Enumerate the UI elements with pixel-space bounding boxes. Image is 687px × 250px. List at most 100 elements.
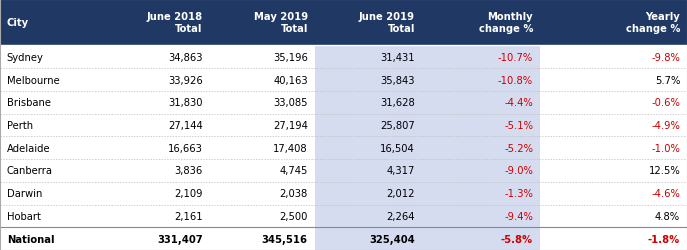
Text: June 2019
Total: June 2019 Total [359,12,415,34]
Text: -9.4%: -9.4% [504,211,533,221]
Bar [210,137,315,160]
Bar [540,92,687,114]
Bar [315,137,422,160]
Text: 35,843: 35,843 [381,75,415,85]
Text: June 2018
Total: June 2018 Total [146,12,203,34]
Bar [422,114,540,137]
Bar [315,69,422,92]
Text: 17,408: 17,408 [273,143,308,153]
Bar [0,69,104,92]
Text: 325,404: 325,404 [369,234,415,244]
Bar [422,46,540,69]
Bar [0,182,104,205]
Bar [104,46,210,69]
Text: 2,109: 2,109 [174,188,203,198]
Text: -10.8%: -10.8% [498,75,533,85]
Text: 2,264: 2,264 [387,211,415,221]
Text: Perth: Perth [7,120,33,130]
Bar [315,205,422,227]
Text: 31,628: 31,628 [380,98,415,108]
Text: -5.2%: -5.2% [504,143,533,153]
Bar [210,227,315,250]
Bar [104,137,210,160]
Bar [210,160,315,182]
Bar [422,160,540,182]
Text: 16,663: 16,663 [168,143,203,153]
Text: 345,516: 345,516 [262,234,308,244]
Bar [0,46,104,69]
Text: 35,196: 35,196 [273,52,308,62]
Text: 2,038: 2,038 [280,188,308,198]
Bar [422,69,540,92]
Bar [104,205,210,227]
Text: -0.6%: -0.6% [651,98,680,108]
Bar [210,182,315,205]
Text: -5.8%: -5.8% [501,234,533,244]
Text: -4.9%: -4.9% [651,120,680,130]
Text: Yearly
change %: Yearly change % [626,12,680,34]
Bar [422,182,540,205]
Bar [104,160,210,182]
Text: 25,807: 25,807 [380,120,415,130]
Bar [422,92,540,114]
Bar [540,114,687,137]
Bar [540,205,687,227]
Text: 2,500: 2,500 [280,211,308,221]
Bar [104,227,210,250]
Text: National: National [7,234,54,244]
Bar [210,46,315,69]
Text: 33,926: 33,926 [168,75,203,85]
Bar [104,69,210,92]
Text: 33,085: 33,085 [273,98,308,108]
Bar [315,46,422,69]
Text: Sydney: Sydney [7,52,44,62]
Bar [315,227,422,250]
Text: 2,161: 2,161 [174,211,203,221]
Text: 34,863: 34,863 [168,52,203,62]
Text: 16,504: 16,504 [380,143,415,153]
Text: -1.0%: -1.0% [651,143,680,153]
Bar [540,182,687,205]
Bar [422,227,540,250]
Bar [104,92,210,114]
Text: 12.5%: 12.5% [649,166,680,176]
Bar [0,137,104,160]
Bar [104,114,210,137]
Text: 27,194: 27,194 [273,120,308,130]
Bar [315,92,422,114]
Text: Monthly
change %: Monthly change % [479,12,533,34]
Text: 331,407: 331,407 [157,234,203,244]
Text: Hobart: Hobart [7,211,41,221]
Bar [315,114,422,137]
Text: -1.3%: -1.3% [504,188,533,198]
Text: -5.1%: -5.1% [504,120,533,130]
Bar [0,114,104,137]
Text: -4.6%: -4.6% [651,188,680,198]
Text: 3,836: 3,836 [174,166,203,176]
Bar [0,160,104,182]
Bar [422,205,540,227]
Text: Canberra: Canberra [7,166,53,176]
Bar [0,0,687,46]
Text: -4.4%: -4.4% [504,98,533,108]
Bar [540,160,687,182]
Bar [422,137,540,160]
Text: Melbourne: Melbourne [7,75,60,85]
Text: 27,144: 27,144 [168,120,203,130]
Text: City: City [7,18,29,28]
Bar [0,92,104,114]
Text: Brisbane: Brisbane [7,98,51,108]
Text: 2,012: 2,012 [387,188,415,198]
Text: -10.7%: -10.7% [498,52,533,62]
Text: 4.8%: 4.8% [655,211,680,221]
Bar [315,160,422,182]
Bar [540,69,687,92]
Text: 5.7%: 5.7% [655,75,680,85]
Bar [315,182,422,205]
Text: 4,745: 4,745 [280,166,308,176]
Text: Darwin: Darwin [7,188,42,198]
Bar [0,227,104,250]
Bar [540,227,687,250]
Text: 31,830: 31,830 [168,98,203,108]
Text: -9.8%: -9.8% [651,52,680,62]
